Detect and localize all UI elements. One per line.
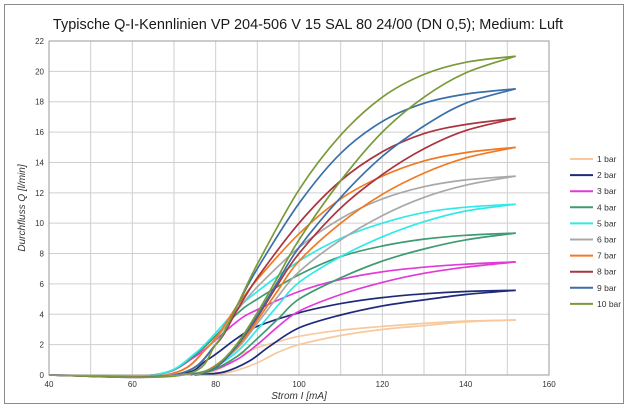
legend-item: 9 bar <box>570 283 617 293</box>
legend-label: 9 bar <box>597 283 617 293</box>
legend-label: 7 bar <box>597 251 617 261</box>
series-10 <box>48 55 516 379</box>
tick-labels: 0 2 4 6 8 10 12 14 16 18 20 22 40 60 80 100 120 140 160 <box>35 37 556 389</box>
x-tick-label: 140 <box>459 380 473 389</box>
y-axis-label: Durchfluss Q [l/min] <box>17 164 28 251</box>
y-tick-label: 14 <box>35 158 44 167</box>
series-line-falling <box>194 55 516 376</box>
legend-item: 5 bar <box>570 218 617 228</box>
y-tick-label: 0 <box>40 371 45 380</box>
series-line-rising <box>48 289 516 377</box>
x-axis-label: Strom I [mA] <box>271 391 327 402</box>
series-line-falling <box>190 87 516 376</box>
y-tick-label: 12 <box>35 189 44 198</box>
series-line-rising <box>48 232 516 378</box>
legend-item: 6 bar <box>570 235 617 245</box>
legend-label: 5 bar <box>597 218 617 228</box>
legend-item: 4 bar <box>570 202 617 212</box>
legend-label: 4 bar <box>597 202 617 212</box>
series-line-rising <box>48 87 516 379</box>
series-line-falling <box>215 319 516 376</box>
y-tick-label: 6 <box>40 280 45 289</box>
series-line-falling <box>173 261 516 376</box>
series-line-falling <box>173 232 516 376</box>
series-line-rising <box>48 55 516 379</box>
x-tick-label: 160 <box>542 380 556 389</box>
x-tick-label: 80 <box>211 380 220 389</box>
series-line-rising <box>48 261 516 378</box>
legend-label: 6 bar <box>597 235 617 245</box>
series-line-falling <box>173 203 516 376</box>
x-tick-label: 40 <box>45 380 54 389</box>
legend-label: 3 bar <box>597 186 617 196</box>
legend-label: 1 bar <box>597 154 617 164</box>
legend-label: 10 bar <box>597 299 621 309</box>
y-tick-label: 22 <box>35 37 44 46</box>
series-1 <box>48 319 516 377</box>
legend-label: 2 bar <box>597 170 617 180</box>
x-tick-label: 120 <box>376 380 390 389</box>
y-tick-label: 20 <box>35 67 44 76</box>
y-tick-label: 4 <box>40 310 45 319</box>
legend-item: 7 bar <box>570 251 617 261</box>
legend-item: 10 bar <box>570 299 621 309</box>
series-line-rising <box>48 319 516 377</box>
x-tick-label: 60 <box>128 380 137 389</box>
y-tick-label: 16 <box>35 128 44 137</box>
line-chart: Typische Q-I-Kennlinien VP 204-506 V 15 … <box>17 17 621 402</box>
y-tick-label: 8 <box>40 250 45 259</box>
y-tick-label: 10 <box>35 219 44 228</box>
y-tick-label: 18 <box>35 98 44 107</box>
legend-item: 2 bar <box>570 170 617 180</box>
legend: 1 bar 2 bar 3 bar 4 bar 5 bar 6 bar 7 bar 8 bar… <box>570 154 621 309</box>
series-line-falling <box>194 289 516 376</box>
x-tick-label: 100 <box>292 380 306 389</box>
chart-frame: Typische Q-I-Kennlinien VP 204-506 V 15 … <box>4 4 624 404</box>
chart-title: Typische Q-I-Kennlinien VP 204-506 V 15 … <box>53 17 563 33</box>
series-3 <box>48 261 516 378</box>
legend-label: 8 bar <box>597 267 617 277</box>
legend-item: 8 bar <box>570 267 617 277</box>
legend-item: 3 bar <box>570 186 617 196</box>
y-tick-label: 2 <box>40 341 45 350</box>
series-line-rising <box>48 146 516 378</box>
legend-item: 1 bar <box>570 154 617 164</box>
series-9 <box>48 87 516 379</box>
series-2 <box>48 289 516 377</box>
plot-area-border <box>48 40 550 376</box>
series-lines <box>48 55 516 379</box>
grid <box>48 40 550 376</box>
series-4 <box>48 232 516 378</box>
